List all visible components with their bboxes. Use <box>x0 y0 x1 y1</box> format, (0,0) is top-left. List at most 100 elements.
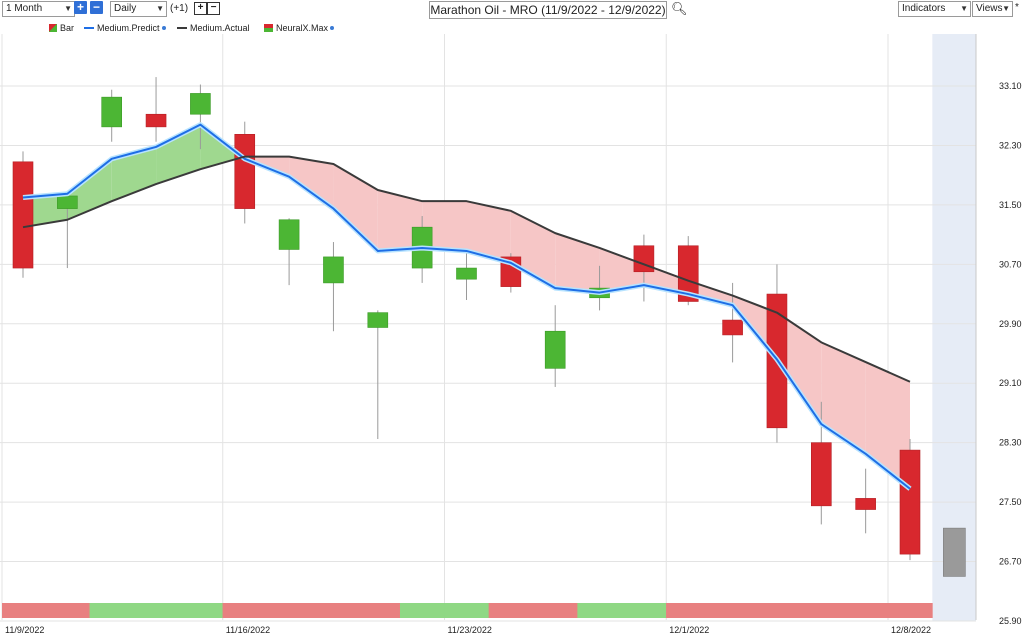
chart-title: Marathon Oil - MRO (11/9/2022 - 12/9/202… <box>429 1 667 19</box>
chevron-down-icon: ▼ <box>1002 4 1010 13</box>
candle-down <box>855 498 876 510</box>
spread-fill <box>156 124 201 185</box>
x-tick-label: 12/8/2022 <box>891 625 931 635</box>
interval-select[interactable]: Daily ▼ <box>110 1 167 17</box>
trend-strip-cell <box>355 603 401 618</box>
trend-strip-cell <box>311 603 357 618</box>
interval-select-label: Daily <box>114 3 137 14</box>
line-legend-icon <box>177 27 187 29</box>
offset-label: (+1) <box>170 3 189 14</box>
toolbar: 1 Month ▼ + − Daily ▼ (+1) + − Marathon … <box>0 0 1024 19</box>
zoom-in-button[interactable]: + <box>74 1 87 14</box>
trend-strip-cell <box>178 603 224 618</box>
x-tick-label: 11/9/2022 <box>5 625 44 635</box>
candle-down <box>12 161 34 269</box>
trend-strip-cell <box>266 603 312 618</box>
plot-area <box>0 34 976 621</box>
spread-fill <box>23 193 68 228</box>
y-tick-label: 32.30 <box>999 140 1022 150</box>
candle-down <box>677 245 699 302</box>
views-label: Views <box>976 3 1003 14</box>
info-dot-icon <box>161 26 166 30</box>
views-star: * <box>1015 2 1019 13</box>
spread-fill <box>555 233 600 293</box>
spread-fill <box>289 156 334 209</box>
indicators-select[interactable]: Indicators ▼ <box>898 1 971 17</box>
candle-up <box>323 256 344 284</box>
spread-fill <box>377 190 423 251</box>
trend-strip-cell <box>843 603 889 618</box>
trend-strip-cell <box>887 603 933 618</box>
x-tick-label: 11/16/2022 <box>226 625 270 635</box>
actual-line <box>22 155 911 383</box>
trend-strip-cell <box>399 603 445 618</box>
trend-strip-cell <box>577 603 623 618</box>
indicators-label: Indicators <box>902 3 946 14</box>
spread-fill <box>865 362 910 489</box>
neural-legend-icon <box>264 24 273 32</box>
info-dot-icon <box>330 26 335 30</box>
chevron-down-icon: ▼ <box>64 4 72 13</box>
trend-strip-cell <box>710 603 756 618</box>
trend-strip-cell <box>45 603 91 618</box>
spread-fill <box>688 280 733 306</box>
spread-fill <box>422 201 467 251</box>
trend-strip-cell <box>444 603 490 618</box>
forecast-bar <box>943 527 966 577</box>
spread-fill <box>67 158 112 220</box>
legend-predict-label: Medium.Predict <box>97 23 160 33</box>
zoom-out-button[interactable]: − <box>90 1 103 14</box>
period-select[interactable]: 1 Month ▼ <box>2 1 75 17</box>
candle-down <box>234 133 256 209</box>
legend-actual-label: Medium.Actual <box>190 23 250 33</box>
legend-neural-label: NeuralX.Max <box>276 23 329 33</box>
y-tick-label: 26.70 <box>999 557 1022 567</box>
line-legend-icon <box>84 27 94 29</box>
views-select[interactable]: Views ▼ <box>972 1 1013 17</box>
trend-strip-cell <box>488 603 534 618</box>
chevron-down-icon: ▼ <box>156 4 164 13</box>
candle-up <box>190 93 211 115</box>
y-tick-label: 31.50 <box>999 200 1022 210</box>
candle-down <box>899 449 921 555</box>
candle-up <box>456 267 477 280</box>
chevron-down-icon: ▼ <box>960 4 968 13</box>
spread-fill <box>466 201 511 263</box>
trend-strip-cell <box>621 603 667 618</box>
search-icon[interactable]: 🔍︎ <box>671 1 688 16</box>
trend-strip-cell <box>799 603 844 618</box>
predict-line <box>22 123 911 490</box>
offset-minus-button[interactable]: − <box>207 2 220 15</box>
offset-plus-button[interactable]: + <box>194 2 207 15</box>
bar-legend-icon <box>49 24 57 32</box>
period-select-label: 1 Month <box>6 3 43 14</box>
x-tick-label: 12/1/2022 <box>669 625 709 635</box>
candle-up <box>544 330 566 369</box>
legend-bar[interactable]: Bar <box>49 22 74 34</box>
legend-predict[interactable]: Medium.Predict <box>84 22 166 34</box>
spread-fill <box>333 164 378 251</box>
candle-up <box>101 96 122 128</box>
y-tick-label: 27.50 <box>999 497 1022 507</box>
trend-strip-cell <box>666 603 711 618</box>
trend-strip-cell <box>754 603 800 618</box>
trend-strip-cell <box>222 603 268 618</box>
trend-strip-cell <box>533 603 578 618</box>
legend-actual[interactable]: Medium.Actual <box>177 22 250 34</box>
x-tick-label: 11/23/2022 <box>448 625 492 635</box>
y-tick-label: 25.90 <box>999 616 1022 626</box>
candle-down <box>810 442 832 507</box>
candle-down <box>145 113 167 128</box>
y-tick-label: 29.10 <box>999 378 1022 388</box>
trend-strip-cell <box>89 603 135 618</box>
spread-fill <box>776 312 822 425</box>
y-tick-label: 28.30 <box>999 438 1022 448</box>
legend-neural[interactable]: NeuralX.Max <box>264 22 335 34</box>
trend-strip-cell <box>2 603 46 618</box>
candle-up <box>278 219 300 250</box>
y-tick-label: 30.70 <box>999 259 1022 269</box>
candle-down <box>722 319 743 336</box>
candle-up <box>57 195 78 209</box>
y-tick-label: 29.90 <box>999 319 1022 329</box>
